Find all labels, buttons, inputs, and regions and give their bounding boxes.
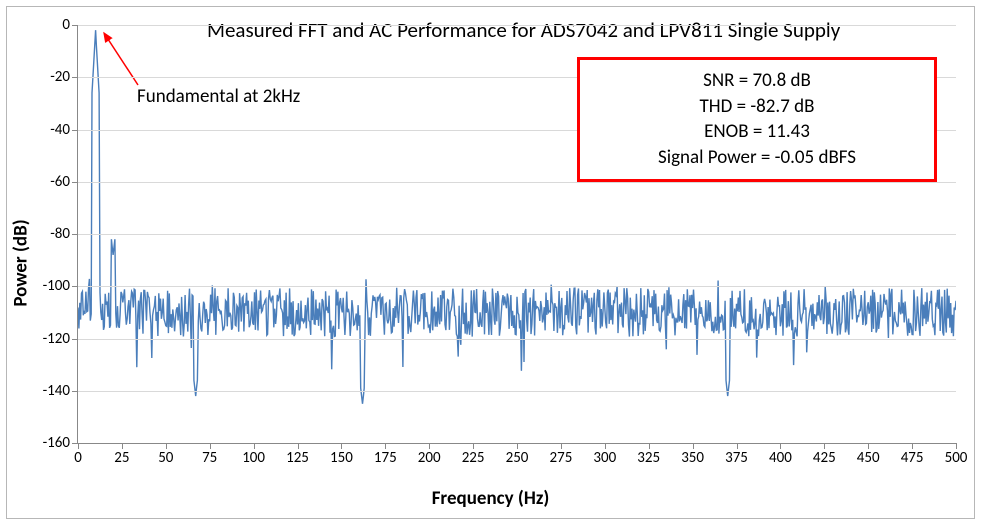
gridline [78,391,956,392]
x-tick-label: 25 [114,449,129,467]
x-tick-label: 325 [637,449,660,467]
x-tick-label: 125 [286,449,309,467]
metric-snr: SNR = 70.8 dB [592,68,922,94]
x-tick-label: 100 [242,449,265,467]
y-tick-label: -120 [43,330,70,348]
gridline [78,182,956,183]
x-tick-label: 200 [418,449,441,467]
y-tick-label: -40 [50,121,70,139]
gridline [78,286,956,287]
metric-thd: THD = -82.7 dB [592,94,922,120]
x-tick-label: 0 [74,449,82,467]
y-tick [72,339,78,340]
x-tick-label: 350 [681,449,704,467]
y-tick-label: -140 [43,382,70,400]
gridline [78,234,956,235]
gridline [78,339,956,340]
y-tick-label: 0 [62,16,70,34]
y-tick [72,391,78,392]
x-tick-label: 500 [945,449,968,467]
y-tick-label: -160 [43,434,70,452]
y-tick [72,130,78,131]
y-tick [72,286,78,287]
x-tick-label: 300 [593,449,616,467]
x-tick-label: 75 [202,449,217,467]
x-tick-label: 400 [769,449,792,467]
gridline [78,25,956,26]
x-tick-label: 450 [857,449,880,467]
metric-sp: Signal Power = -0.05 dBFS [592,145,922,171]
metric-enob: ENOB = 11.43 [592,119,922,145]
y-tick-label: -60 [50,173,70,191]
y-tick-label: -80 [50,225,70,243]
y-tick-label: -20 [50,68,70,86]
x-tick-label: 275 [549,449,572,467]
y-tick [72,25,78,26]
x-tick-label: 225 [462,449,485,467]
chart-frame: Measured FFT and AC Performance for ADS7… [6,6,975,519]
x-tick-label: 250 [506,449,529,467]
x-tick-label: 425 [813,449,836,467]
x-tick-label: 375 [725,449,748,467]
x-axis-title: Frequency (Hz) [432,487,550,510]
y-tick [72,182,78,183]
y-tick [72,234,78,235]
y-axis-title: Power (dB) [10,219,33,306]
annotation-fundamental: Fundamental at 2kHz [137,85,300,108]
x-tick-label: 150 [330,449,353,467]
x-tick-label: 175 [374,449,397,467]
x-tick-label: 50 [158,449,173,467]
y-tick [72,77,78,78]
y-tick-label: -100 [43,277,70,295]
x-tick-label: 475 [901,449,924,467]
metrics-box: SNR = 70.8 dB THD = -82.7 dB ENOB = 11.4… [577,57,937,182]
